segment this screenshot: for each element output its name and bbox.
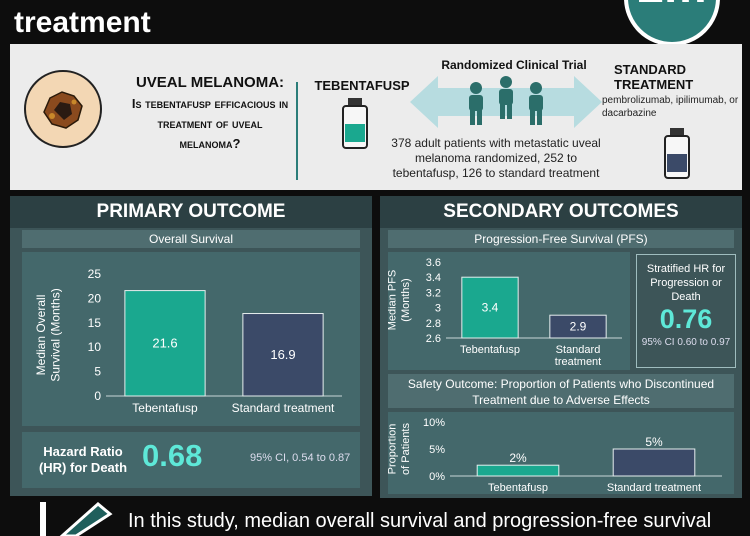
stratified-hr-ci: 95% CI 0.60 to 0.97 xyxy=(641,337,731,348)
journal-logo: 2m xyxy=(624,0,720,46)
randomization-arrow-icon xyxy=(410,76,602,128)
bar-tebentafusp xyxy=(461,276,519,339)
data-label: 2% xyxy=(509,451,527,465)
hr-value: 0.68 xyxy=(142,438,203,473)
trial-population: 378 adult patients with metastatic uveal… xyxy=(391,136,601,180)
x-tick-label: Standard treatment xyxy=(607,482,701,494)
hr-label: Hazard Ratio (HR) for Death xyxy=(38,444,128,475)
y-tick-label: 10% xyxy=(423,417,445,429)
y-axis-label: Median PFS(Months) xyxy=(388,270,412,331)
y-axis-label: Proportionof Patients xyxy=(388,423,412,475)
secondary-outcomes-panel: SECONDARY OUTCOMES Progression-Free Surv… xyxy=(380,196,742,498)
tebentafusp-vial-icon xyxy=(342,98,368,149)
standard-treatment-vial-icon xyxy=(664,128,690,179)
question-heading: UVEAL MELANOMA: xyxy=(135,74,285,91)
overall-survival-subheader: Overall Survival xyxy=(22,230,360,248)
y-tick-label: 2.8 xyxy=(426,318,441,330)
hr-ci: 95% CI, 0.54 to 0.87 xyxy=(250,452,351,464)
stratified-hr-value: 0.76 xyxy=(659,304,713,334)
y-tick-label: 5% xyxy=(429,444,445,456)
bar-standard-treatment xyxy=(242,313,324,397)
safety-subheader: Safety Outcome: Proportion of Patients w… xyxy=(388,374,734,408)
bar-tebentafusp xyxy=(124,290,206,397)
y-tick-label: 3.6 xyxy=(426,257,441,269)
stratified-hr-label: Stratified HR for Progression or Death xyxy=(646,263,726,303)
y-tick-label: 15 xyxy=(88,316,102,330)
arm2-label: STANDARD TREATMENT xyxy=(614,62,694,92)
bar-tebentafusp xyxy=(476,464,560,477)
overall-survival-chart: 0 5 10 15 20 25 Median OverallSurvival (Months… xyxy=(22,252,360,426)
x-tick-label: Standard treatment xyxy=(555,344,601,368)
x-tick-label: Tebentafusp xyxy=(460,344,520,356)
y-tick-label: 10 xyxy=(88,340,102,354)
title-line-2: treatment xyxy=(14,6,151,39)
divider xyxy=(296,82,298,180)
y-tick-label: 0 xyxy=(94,389,101,403)
y-tick-label: 20 xyxy=(88,291,102,305)
bar-standard-treatment xyxy=(612,448,696,477)
y-axis-label: Median OverallSurvival (Months) xyxy=(34,288,62,381)
data-label: 21.6 xyxy=(152,335,177,350)
pfs-subheader: Progression-Free Survival (PFS) xyxy=(388,230,734,248)
conclusion-text: In this study, median overall survival a… xyxy=(128,510,712,532)
stratified-hr-box: Stratified HR for Progression or Death 0… xyxy=(636,254,736,368)
study-overview-panel: UVEAL MELANOMA: Is tebentafusp efficacio… xyxy=(10,44,742,190)
data-label: 5% xyxy=(645,435,663,449)
secondary-outcomes-header: SECONDARY OUTCOMES xyxy=(380,196,742,228)
y-tick-label: 3.4 xyxy=(426,272,441,284)
trial-design-label: Randomized Clinical Trial xyxy=(441,58,587,72)
conclusion-bar xyxy=(0,500,750,536)
question-body: Is tebentafusp efficacious in treatment … xyxy=(131,96,289,151)
safety-chart: 0% 5% 10% Proportionof Patients 2% Tebentafus… xyxy=(388,412,734,494)
y-tick-label: 3.2 xyxy=(426,287,441,299)
x-tick-label: Tebentafusp xyxy=(488,482,548,494)
arm1-label: TEBENTAFUSP xyxy=(314,78,410,93)
primary-outcome-panel: PRIMARY OUTCOME Overall Survival 0 5 10 15 2… xyxy=(10,196,372,496)
primary-outcome-header: PRIMARY OUTCOME xyxy=(10,196,372,228)
bar-standard-treatment xyxy=(549,314,607,339)
tumor-icon xyxy=(24,70,102,148)
x-tick-label: Standard treatment xyxy=(232,401,335,415)
arm2-drugs: pembrolizumab, ipilimumab, or dacarbazin… xyxy=(602,95,739,119)
y-tick-label: 3 xyxy=(435,303,441,315)
y-tick-label: 2.6 xyxy=(426,333,441,345)
data-label: 2.9 xyxy=(570,320,587,334)
logo-text: 2m xyxy=(637,0,706,13)
x-tick-label: Tebentafusp xyxy=(132,401,198,415)
y-tick-label: 25 xyxy=(88,267,102,281)
y-tick-label: 5 xyxy=(94,365,101,379)
hazard-ratio-box: Hazard Ratio (HR) for Death 0.68 95% CI,… xyxy=(22,432,360,488)
pfs-chart: 2.6 2.8 3 3.2 3.4 3.6 Median PFS(Months) 3.4 Teb… xyxy=(388,252,630,370)
pen-icon xyxy=(40,502,113,536)
y-tick-label: 0% xyxy=(429,471,445,483)
data-label: 16.9 xyxy=(270,347,295,362)
data-label: 3.4 xyxy=(482,301,499,315)
